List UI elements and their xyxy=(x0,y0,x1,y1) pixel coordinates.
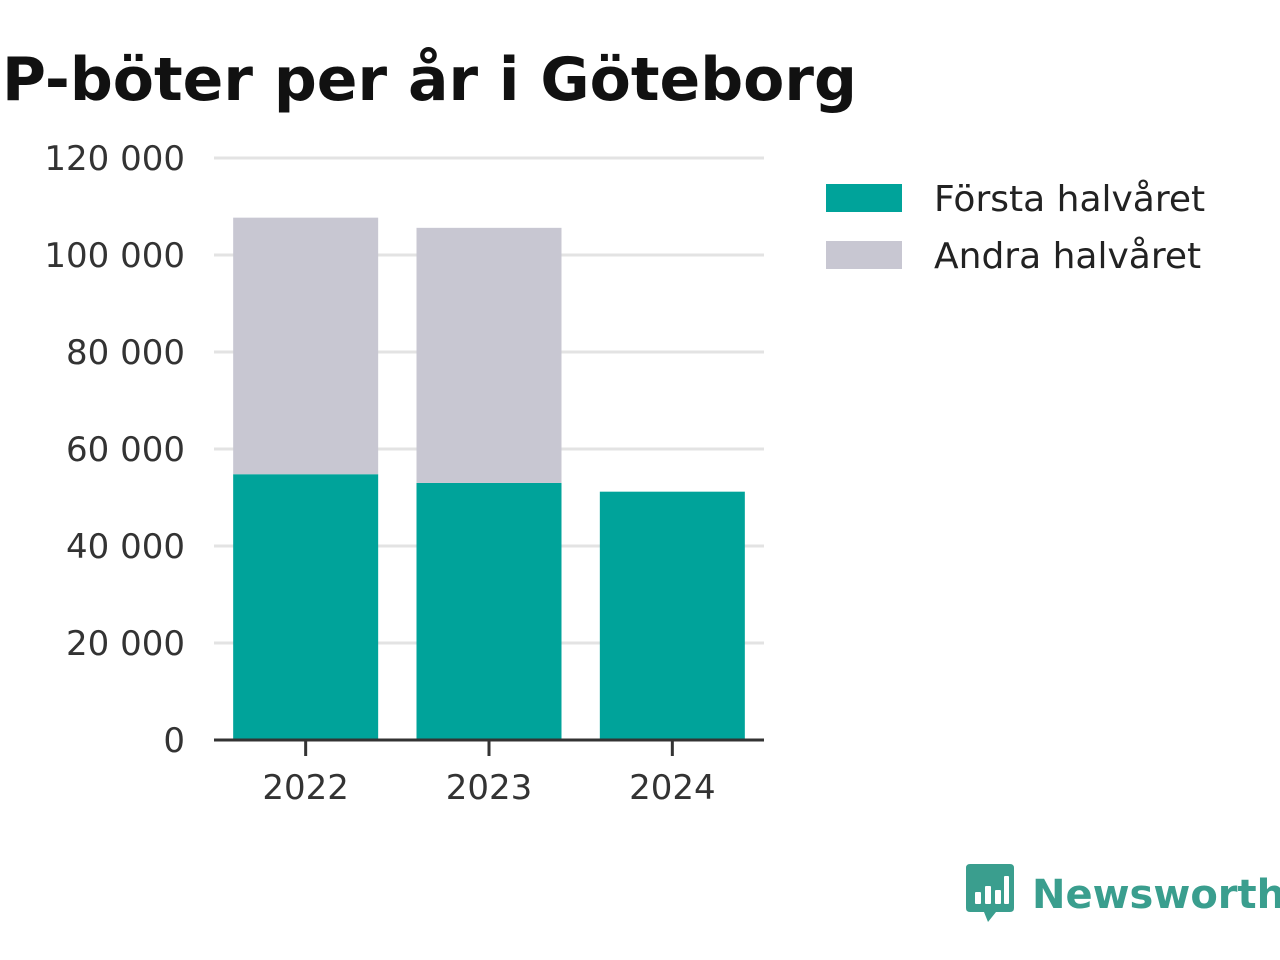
y-tick-label: 0 xyxy=(163,721,185,761)
bar-2023-series-1 xyxy=(416,482,562,740)
x-axis-tick-labels: 2022 2023 2024 xyxy=(262,768,715,808)
y-tick-label: 40 000 xyxy=(66,527,185,567)
bar-2022-series-1 xyxy=(233,474,379,740)
newsworthy-logo-icon xyxy=(966,864,1014,922)
bar-2024-series-1 xyxy=(599,491,745,740)
x-tick-label: 2024 xyxy=(629,768,716,808)
y-axis-tick-labels: 0 20 000 40 000 60 000 80 000 100 000 120 000 xyxy=(44,139,185,761)
y-tick-label: 20 000 xyxy=(66,624,185,664)
y-tick-label: 120 000 xyxy=(44,139,185,179)
legend-label: Första halvåret xyxy=(934,179,1205,220)
bars xyxy=(233,217,745,740)
legend: Första halvåret Andra halvåret xyxy=(826,179,1205,277)
x-tick-label: 2022 xyxy=(262,768,349,808)
newsworthy-brand: Newsworthy xyxy=(964,862,1280,928)
y-tick-label: 100 000 xyxy=(44,236,185,276)
x-tick-label: 2023 xyxy=(446,768,533,808)
x-axis xyxy=(214,738,764,756)
legend-swatch xyxy=(826,241,902,269)
y-tick-label: 80 000 xyxy=(66,333,185,373)
bar-2023-series-2 xyxy=(416,227,562,483)
legend-label: Andra halvåret xyxy=(934,236,1201,277)
legend-swatch xyxy=(826,184,902,212)
chart-title: P-böter per år i Göteborg xyxy=(2,45,857,115)
y-tick-label: 60 000 xyxy=(66,430,185,470)
brand-name: Newsworthy xyxy=(1032,872,1280,918)
bar-2022-series-2 xyxy=(233,217,379,475)
